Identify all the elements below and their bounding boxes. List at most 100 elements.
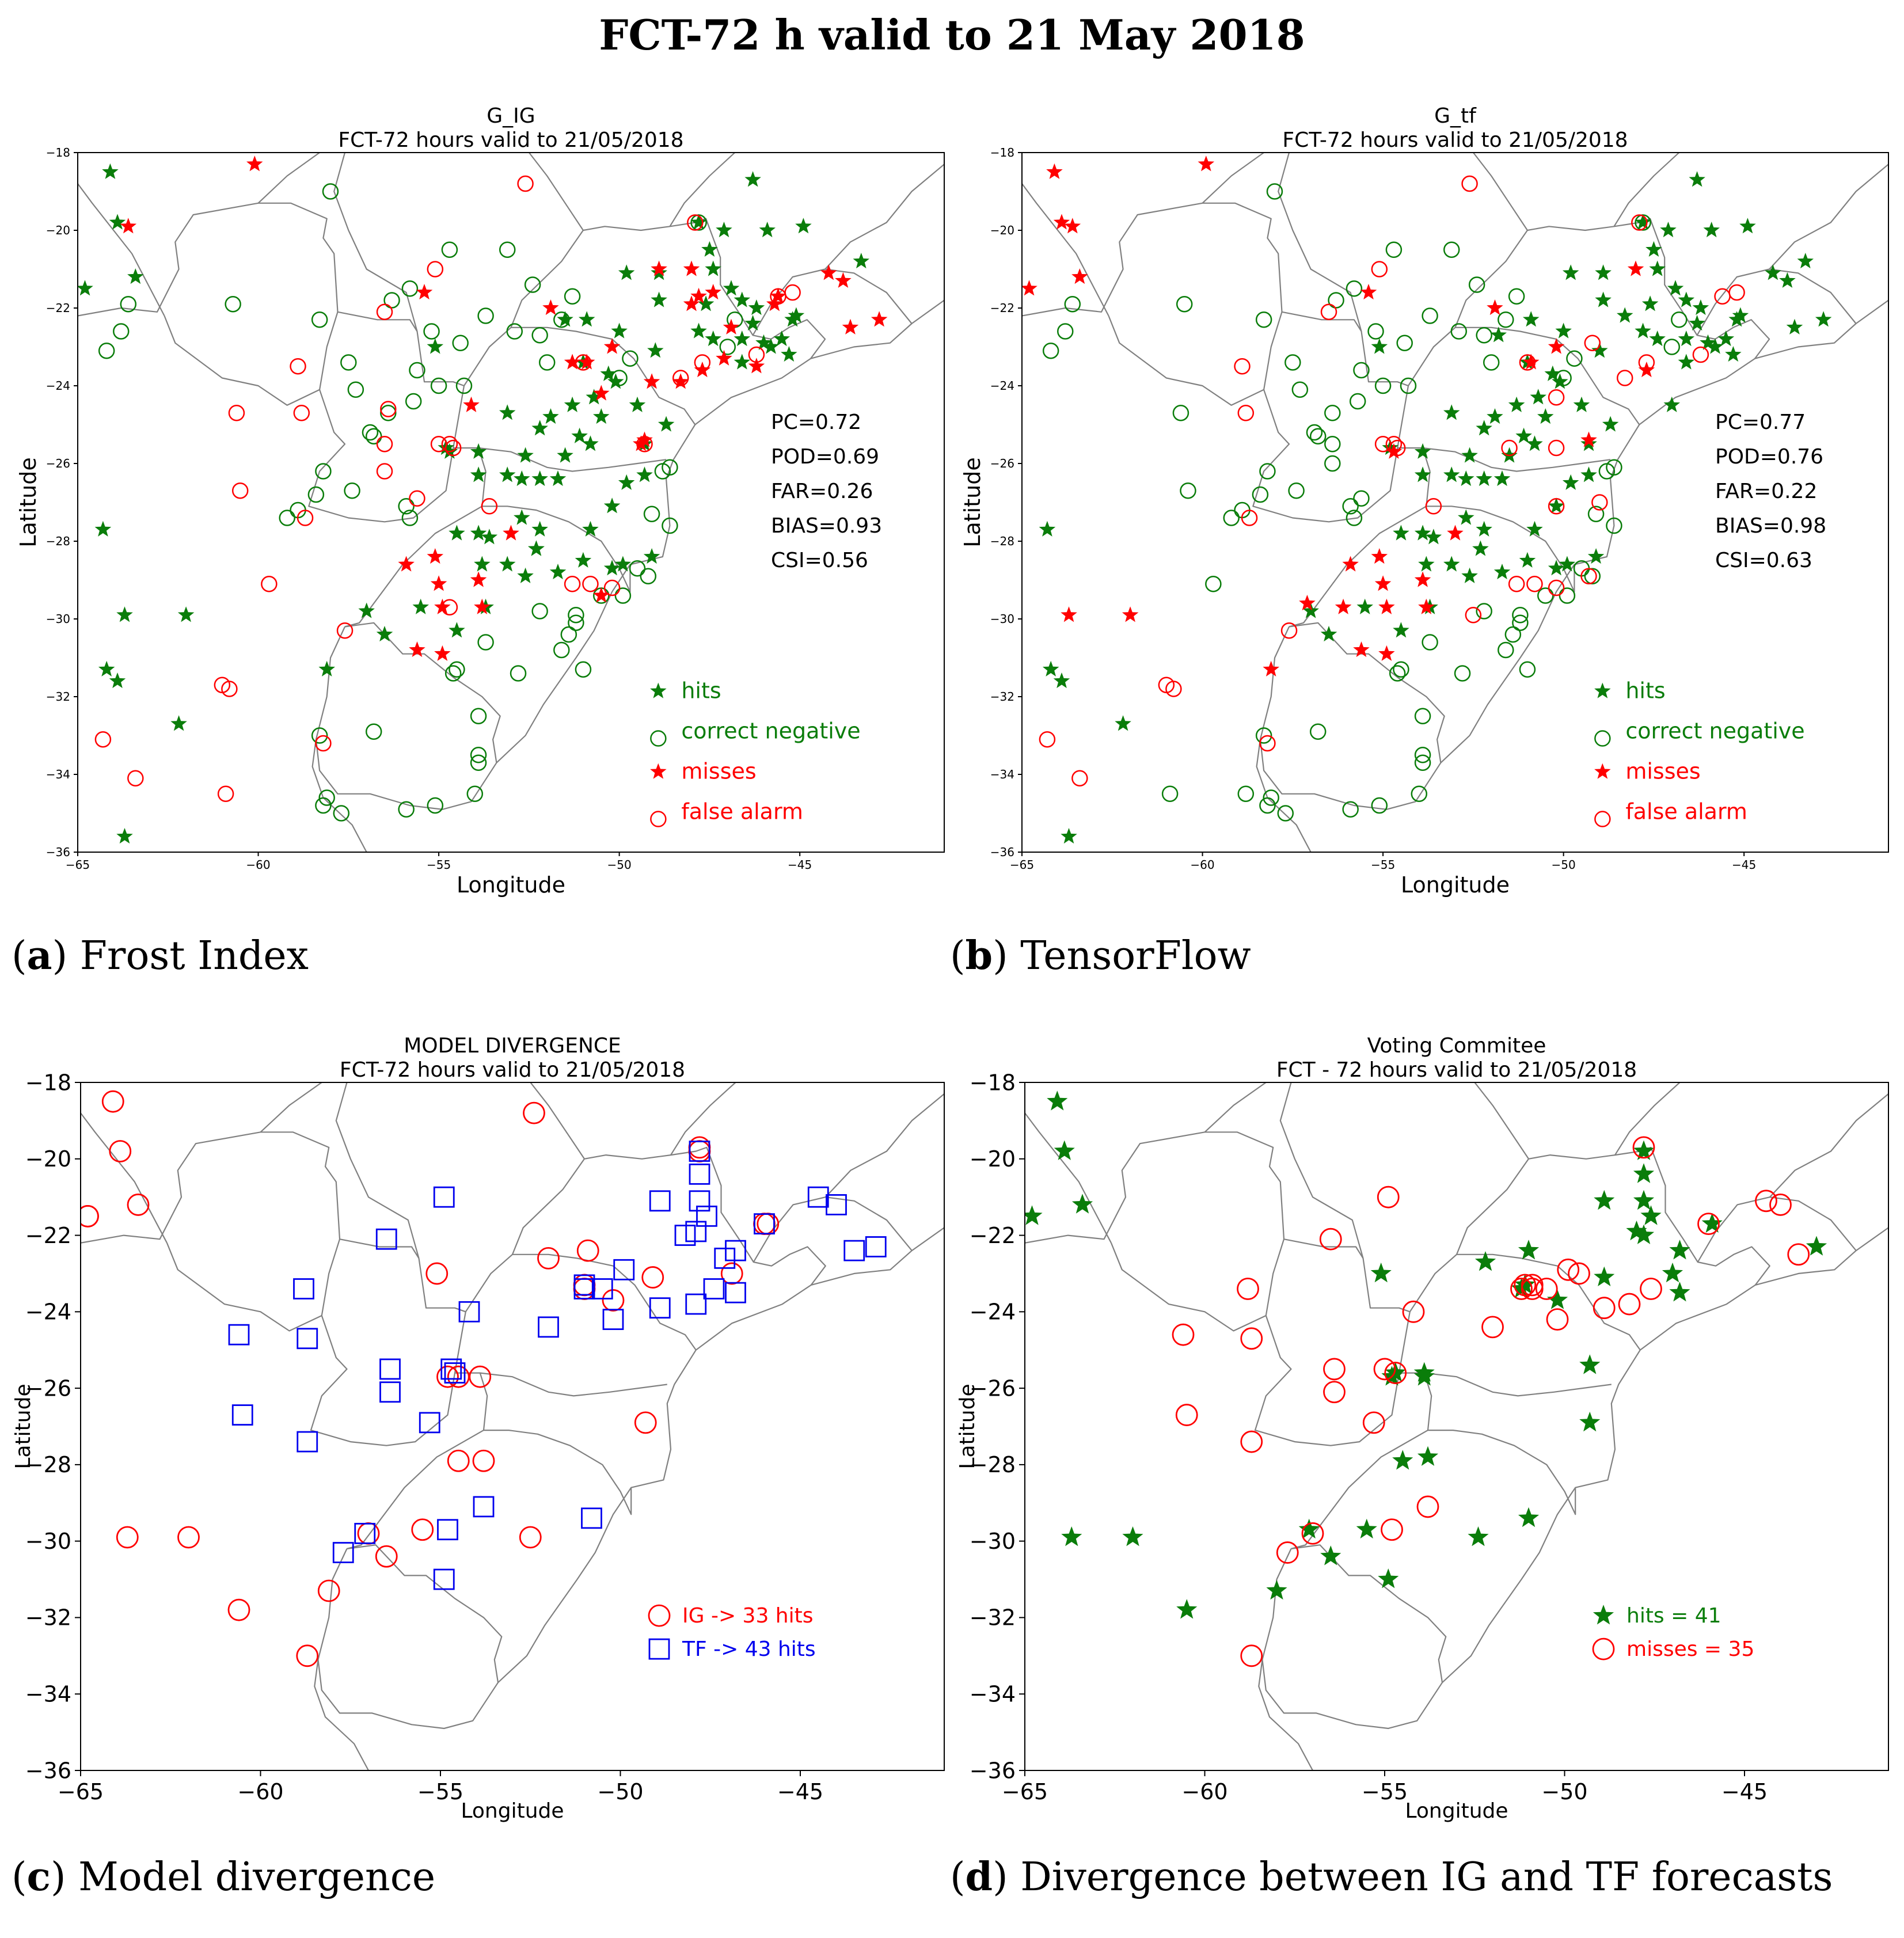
border-line [1442, 1227, 1888, 1684]
false-alarm-marker [1714, 288, 1731, 305]
correct-negative-marker [553, 311, 570, 328]
ig-33-hits-marker [576, 1239, 599, 1262]
ig-33-hits-marker [472, 1449, 495, 1472]
correct-negative-marker [1172, 405, 1189, 421]
misses-35-marker [1237, 1278, 1259, 1300]
border-line [166, 1238, 341, 1332]
hits-marker [474, 556, 491, 572]
legend-label: hits = 41 [1626, 1604, 1721, 1628]
false-alarm-marker [748, 346, 765, 363]
correct-negative-marker [1663, 339, 1680, 355]
hits-marker [759, 222, 776, 238]
correct-negative-marker [1450, 323, 1468, 340]
false-alarm-marker [1234, 358, 1251, 375]
correct-negative-marker [398, 801, 415, 818]
border-line [496, 299, 944, 763]
correct-negative-marker [1306, 424, 1323, 441]
border-line [1769, 1093, 1888, 1198]
x-tick-label: −55 [1362, 1779, 1408, 1804]
misses-marker [593, 385, 610, 401]
hits-41-marker [1626, 1220, 1647, 1241]
tf-43-hits-marker [228, 1324, 250, 1346]
plot-frame [80, 1082, 945, 1771]
misses-35-marker [1535, 1278, 1558, 1300]
false-alarm-marker [1280, 622, 1298, 639]
caption-c-text: Model divergence [78, 1855, 436, 1900]
y-tick-label: −36 [46, 845, 70, 859]
border-line [1110, 1238, 1285, 1332]
correct-negative-marker [1342, 498, 1359, 515]
correct-negative-marker [430, 377, 447, 394]
hits-marker [499, 466, 516, 482]
legend-entry: misses [1594, 759, 1701, 784]
tf-43-hits-marker [754, 1213, 775, 1235]
correct-negative-marker [1263, 789, 1279, 806]
false-alarm-marker [376, 463, 393, 480]
hits-marker [1425, 529, 1442, 545]
false-alarm-marker [1501, 439, 1518, 457]
border-line [347, 1544, 503, 1683]
correct-negative-marker [1635, 214, 1651, 231]
correct-negative-marker [315, 463, 332, 480]
hits-marker [517, 447, 534, 463]
plot-frame [1021, 152, 1889, 853]
caption-d: (d) Divergence between IG and TF forecas… [950, 1854, 1833, 1900]
tf-43-hits-marker [354, 1522, 376, 1544]
hits-marker [1689, 315, 1705, 331]
ig-33-hits-marker [101, 1090, 124, 1113]
caption-b-letter: b [965, 933, 993, 979]
tf-43-hits-marker [685, 1221, 707, 1242]
correct-negative-marker [510, 665, 527, 682]
border-line [1291, 1544, 1447, 1683]
border-line [317, 1659, 499, 1730]
correct-negative-marker [575, 661, 592, 678]
correct-negative-marker [560, 626, 577, 643]
hits-marker [1678, 330, 1695, 347]
misses-marker [1299, 595, 1316, 611]
misses-marker [705, 284, 721, 300]
tf-43-hits-marker [379, 1358, 401, 1380]
hits-marker [1302, 602, 1319, 618]
hits-41-marker [1370, 1262, 1392, 1283]
hits-marker [582, 520, 599, 537]
false-alarm-marker [441, 599, 458, 615]
border-line [81, 1112, 168, 1244]
misses-marker [1022, 280, 1037, 296]
stat-pod: POD=0.69 [771, 445, 879, 469]
misses-35-marker [1172, 1323, 1195, 1346]
tf-43-hits-marker [332, 1542, 354, 1563]
correct-negative-marker [1587, 506, 1605, 522]
hits-41-marker [1468, 1526, 1489, 1546]
false-alarm-marker [1548, 579, 1565, 596]
correct-negative-marker [611, 370, 628, 386]
misses-35-marker [1240, 1644, 1263, 1667]
false-alarm-marker [1526, 576, 1543, 592]
ig-33-hits-marker [447, 1365, 470, 1388]
misses-marker [1522, 354, 1540, 370]
y-tick-label: −26 [25, 1375, 71, 1401]
hits-marker [1461, 447, 1478, 463]
hits-marker [1797, 253, 1814, 269]
stat-csi: CSI=0.56 [771, 549, 868, 572]
border-line [1278, 153, 1362, 332]
misses-marker [578, 354, 595, 370]
correct-negative-marker [340, 354, 357, 371]
correct-negative-marker [1176, 296, 1193, 313]
hits-marker [1476, 520, 1492, 537]
false-alarm-marker [1548, 439, 1565, 457]
y-tick-label: −30 [25, 1529, 71, 1554]
legend-marker [648, 1638, 670, 1660]
correct-negative-marker [1454, 665, 1471, 682]
misses-marker [820, 264, 837, 280]
hits-marker [701, 241, 718, 257]
correct-negative-marker [1671, 311, 1688, 328]
correct-negative-marker [1237, 785, 1255, 802]
correct-negative-marker [564, 288, 581, 305]
markers [1022, 155, 1832, 844]
correct-negative-marker [1519, 661, 1536, 678]
hits-marker [470, 443, 487, 459]
hits-marker [744, 171, 761, 187]
tf-43-hits-marker [581, 1507, 602, 1529]
ig-33-hits-marker [720, 1262, 743, 1285]
false-alarm-marker [517, 175, 534, 192]
